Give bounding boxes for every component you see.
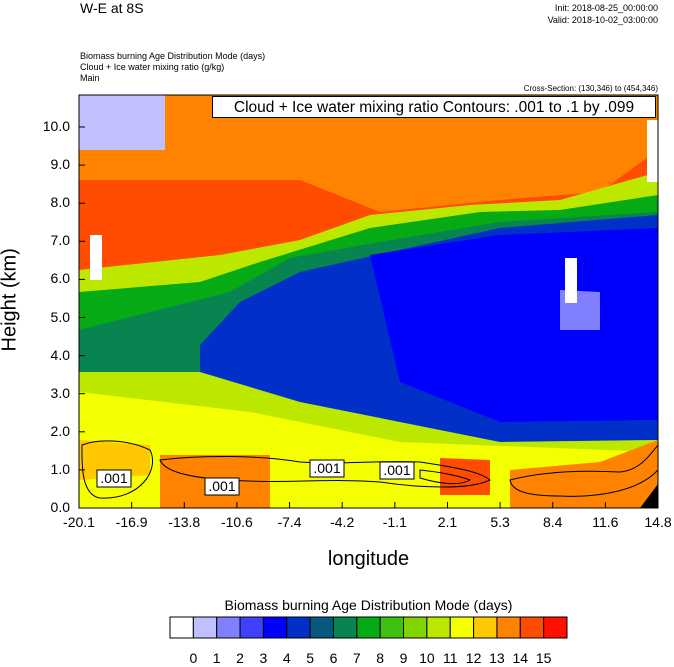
x-tick-label: 2.1 xyxy=(437,514,458,530)
axis-ticks xyxy=(78,126,659,509)
colorbar-level-label: 0 xyxy=(189,650,198,666)
field-label-2: Cloud + Ice water mixing ratio (g/kg) xyxy=(80,62,225,72)
colorbar-level-label: 5 xyxy=(306,650,314,666)
colorbar-level-label: 13 xyxy=(489,650,505,666)
y-tick-label: 4.0 xyxy=(50,346,70,363)
contour-label-box xyxy=(204,477,240,496)
colorbar-swatch xyxy=(449,616,475,639)
plot-title: W-E at 8S xyxy=(80,0,144,16)
x-tick-label: -13.8 xyxy=(168,514,201,530)
colorbar xyxy=(169,616,568,639)
y-tick-label: 10.0 xyxy=(42,118,70,134)
colorbar-swatch xyxy=(496,616,521,639)
y-tick-label: 9.0 xyxy=(50,156,70,173)
colorbar-level-label: 6 xyxy=(329,650,338,666)
colorbar-title: Biomass burning Age Distribution Mode (d… xyxy=(224,597,513,613)
colorbar-swatch xyxy=(192,616,218,639)
contour-label: .001 xyxy=(313,460,341,476)
colorbar-swatch xyxy=(426,616,451,639)
y-axis-label: Height (km) xyxy=(0,248,21,352)
y-tick-label: 0.0 xyxy=(50,499,70,515)
contour-label: .001 xyxy=(208,478,236,494)
x-tick-label: 8.4 xyxy=(542,514,563,530)
y-tick-label: 8.0 xyxy=(50,194,70,211)
x-tick-label: -20.1 xyxy=(63,514,95,530)
contour-labels xyxy=(96,459,415,496)
colorbar-level-label: 1 xyxy=(212,650,221,666)
contour-label: .001 xyxy=(100,470,128,486)
y-tick-label: 6.0 xyxy=(50,270,70,287)
shaded-field xyxy=(79,95,658,508)
colorbar-level-label: 14 xyxy=(512,650,529,666)
x-tick-label: 5.3 xyxy=(490,514,510,530)
colorbar-swatch xyxy=(403,616,428,639)
y-tick-label: 5.0 xyxy=(50,308,70,325)
x-tick-label: 14.8 xyxy=(644,514,672,530)
colorbar-level-label: 4 xyxy=(282,650,291,666)
colorbar-level-label: 2 xyxy=(236,650,244,666)
colorbar-level-label: 8 xyxy=(376,650,385,666)
contour-label: .001 xyxy=(383,462,411,478)
contour-label-box xyxy=(96,469,132,488)
colorbar-level-label: 7 xyxy=(352,650,361,666)
colorbar-swatch xyxy=(356,616,381,639)
colorbar-swatch xyxy=(332,616,358,639)
colorbar-swatch xyxy=(239,616,264,639)
colorbar-swatch xyxy=(169,616,194,639)
contour-lines xyxy=(81,440,658,499)
plot-frame xyxy=(78,94,659,509)
contour-info-box: Cloud + Ice water mixing ratio Contours:… xyxy=(212,96,656,118)
colorbar-swatch xyxy=(309,616,334,639)
contour-label-box xyxy=(379,461,415,480)
colorbar-swatch xyxy=(473,616,498,639)
colorbar-swatch xyxy=(543,616,568,639)
x-tick-label: -4.2 xyxy=(330,514,355,530)
contour-label-box xyxy=(309,459,345,478)
x-tick-label: -1.1 xyxy=(382,514,407,530)
colorbar-level-label: 15 xyxy=(535,650,552,666)
colorbar-swatch xyxy=(286,616,311,639)
x-tick-label: -10.6 xyxy=(220,514,253,530)
x-tick-label: 11.6 xyxy=(592,514,619,530)
colorbar-level-label: 10 xyxy=(419,650,435,666)
colorbar-level-label: 9 xyxy=(399,650,408,666)
field-label-3: Main xyxy=(80,73,100,83)
init-time: Init: 2018-08-25_00:00:00 xyxy=(554,3,658,13)
colorbar-swatch xyxy=(519,616,545,639)
colorbar-level-label: 12 xyxy=(465,650,482,666)
field-label-1: Biomass burning Age Distribution Mode (d… xyxy=(80,51,266,61)
colorbar-level-label: 11 xyxy=(442,650,458,666)
colorbar-swatch xyxy=(216,616,241,639)
y-tick-label: 2.0 xyxy=(50,422,70,439)
x-tick-label: -7.4 xyxy=(277,514,302,530)
y-tick-label: 7.0 xyxy=(50,232,70,249)
cross-section-label: Cross-Section: (130,346) to (454,346) xyxy=(523,84,658,93)
colorbar-swatch xyxy=(379,616,405,639)
colorbar-level-label: 3 xyxy=(259,650,268,666)
y-tick-label: 3.0 xyxy=(50,384,70,401)
valid-time: Valid: 2018-10-02_03:00:00 xyxy=(547,15,658,25)
y-tick-label: 1.0 xyxy=(50,460,70,477)
x-tick-label: -16.9 xyxy=(115,514,148,530)
x-axis-label: longitude xyxy=(327,548,410,570)
colorbar-swatch xyxy=(262,616,288,639)
